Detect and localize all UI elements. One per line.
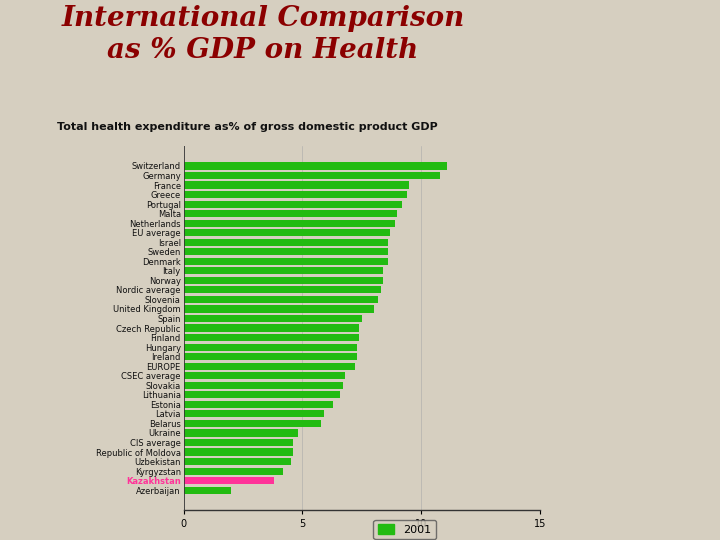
Bar xyxy=(184,468,284,475)
Bar xyxy=(184,343,357,350)
Bar xyxy=(184,477,274,484)
Bar xyxy=(184,286,381,293)
Bar xyxy=(184,239,388,246)
Bar xyxy=(184,163,447,170)
Bar xyxy=(184,353,357,360)
Bar xyxy=(184,363,355,370)
Bar xyxy=(184,382,343,389)
Bar xyxy=(184,487,231,494)
Bar xyxy=(184,306,374,313)
Bar xyxy=(184,458,290,465)
Bar xyxy=(184,401,333,408)
Bar xyxy=(184,210,397,217)
Bar xyxy=(184,391,341,399)
Bar xyxy=(184,334,359,341)
Bar xyxy=(184,277,383,284)
Bar xyxy=(184,258,388,265)
Bar xyxy=(184,181,409,188)
Bar xyxy=(184,410,324,417)
Bar xyxy=(184,200,402,208)
Bar xyxy=(184,229,390,237)
Bar xyxy=(184,296,379,303)
Bar xyxy=(184,315,361,322)
Bar xyxy=(184,220,395,227)
Bar xyxy=(184,448,293,456)
Text: Total health expenditure as% of gross domestic product GDP: Total health expenditure as% of gross do… xyxy=(57,122,438,132)
Legend: 2001: 2001 xyxy=(373,519,436,539)
Bar xyxy=(184,191,407,198)
Bar xyxy=(184,172,440,179)
Text: International Comparison
as % GDP on Health: International Comparison as % GDP on Hea… xyxy=(61,5,464,64)
Bar xyxy=(184,439,293,446)
Bar xyxy=(184,372,345,379)
Bar xyxy=(184,267,383,274)
Bar xyxy=(184,248,388,255)
Bar xyxy=(184,420,321,427)
Bar xyxy=(184,325,359,332)
Bar xyxy=(184,429,297,436)
